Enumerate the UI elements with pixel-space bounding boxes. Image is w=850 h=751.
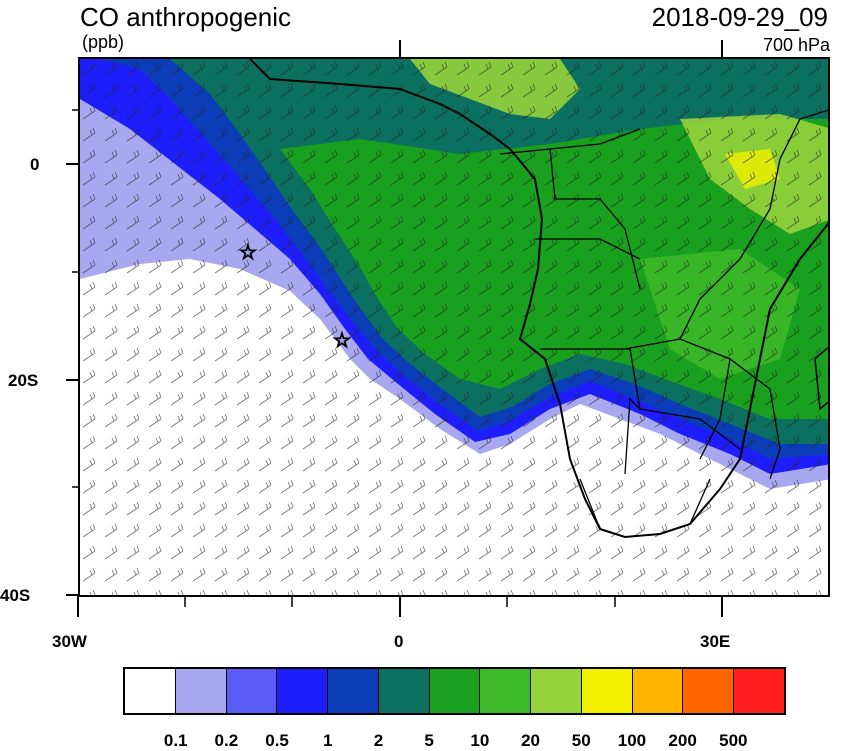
y-label-20s: 20S <box>8 371 39 390</box>
colorbar-swatch <box>125 669 176 713</box>
colorbar-swatch <box>328 669 379 713</box>
colorbar-swatch <box>632 669 684 713</box>
colorbar-swatch <box>581 669 633 713</box>
timestamp-label: 2018-09-29_09 <box>651 2 828 32</box>
map-plot: ☆ ☆ <box>78 57 830 597</box>
colorbar-swatch <box>734 669 784 713</box>
x-label-30w: 30W <box>52 632 87 651</box>
pressure-level-label: 700 hPa <box>762 35 830 55</box>
station-marker-1: ☆ <box>239 240 257 264</box>
x-label-0: 0 <box>394 632 404 651</box>
colorbar-swatch <box>480 669 532 713</box>
colorbar-label: 200 <box>668 731 697 750</box>
colorbar <box>123 667 786 715</box>
y-axis-ticks <box>66 109 80 596</box>
colorbar-label: 10 <box>470 731 490 750</box>
madagascar <box>814 346 828 411</box>
station-marker-2: ☆ <box>333 328 351 352</box>
units-label: (ppb) <box>82 32 125 52</box>
colorbar-swatch <box>175 669 227 713</box>
colorbar-swatch <box>378 669 430 713</box>
colorbar-label: 2 <box>373 731 384 750</box>
colorbar-label: 500 <box>719 731 748 750</box>
colorbar-swatch <box>531 669 582 713</box>
y-label-40s: 40S <box>0 586 31 605</box>
country-borders <box>499 109 828 530</box>
map-svg: ☆ ☆ <box>80 59 828 595</box>
wind-barbs-overlay <box>80 59 828 595</box>
colorbar-label: 1 <box>323 731 333 750</box>
map-title: CO anthropogenic <box>80 2 292 32</box>
colorbar-label: 0.5 <box>265 731 289 750</box>
x-axis-ticks <box>77 595 723 617</box>
africa-coastline <box>249 59 828 539</box>
colorbar-label: 20 <box>521 731 540 750</box>
colorbar-label: 0.1 <box>163 731 188 750</box>
colorbar-label: 0.2 <box>214 731 239 750</box>
x-label-30e: 30E <box>700 632 731 651</box>
colorbar-swatch <box>429 669 481 713</box>
colorbar-swatch <box>683 669 735 713</box>
colorbar-swatch <box>277 669 329 713</box>
colorbar-label: 50 <box>571 731 591 750</box>
y-label-0: 0 <box>30 155 40 174</box>
colorbar-label: 100 <box>617 731 647 750</box>
colorbar-swatch <box>226 669 278 713</box>
x-axis-top-ticks <box>399 40 723 58</box>
colorbar-label: 5 <box>424 731 434 750</box>
